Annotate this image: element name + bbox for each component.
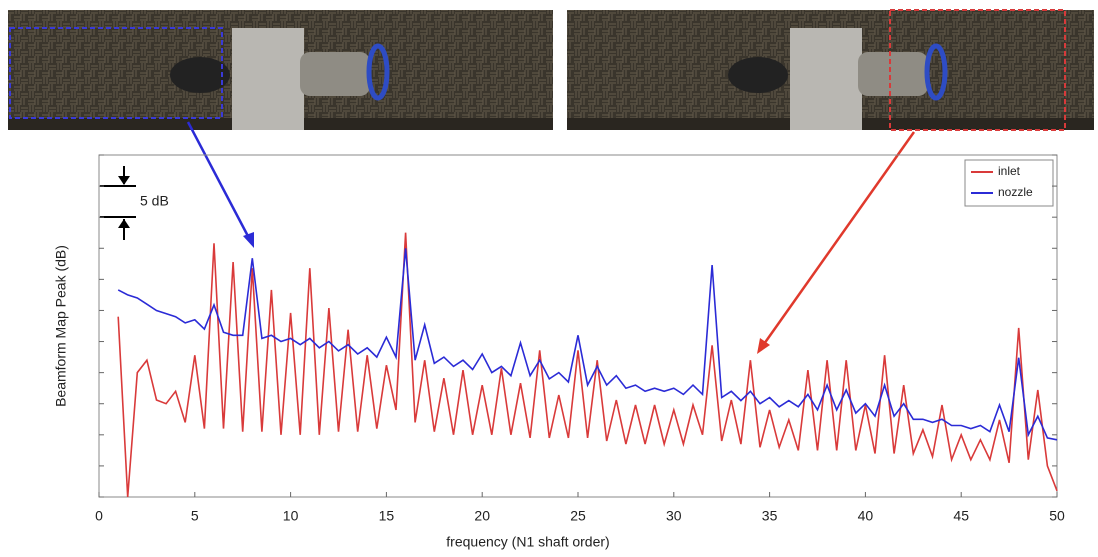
legend-label: nozzle bbox=[998, 185, 1033, 199]
x-tick-label: 10 bbox=[283, 508, 299, 524]
line-series bbox=[117, 248, 1058, 441]
x-tick-label: 25 bbox=[570, 508, 586, 524]
legend-label: inlet bbox=[998, 164, 1021, 178]
plot-frame bbox=[98, 154, 1058, 498]
x-tick-label: 0 bbox=[95, 508, 103, 524]
x-tick-label: 30 bbox=[666, 508, 682, 524]
scale-label: 5 dB bbox=[140, 193, 169, 209]
x-tick-label: 15 bbox=[379, 508, 395, 524]
scale-bar: 5 dB bbox=[100, 166, 169, 240]
x-tick-label: 35 bbox=[762, 508, 778, 524]
x-tick-label: 50 bbox=[1049, 508, 1065, 524]
x-tick-label: 5 bbox=[191, 508, 199, 524]
legend: inlet nozzle bbox=[964, 159, 1054, 207]
legend-box bbox=[964, 159, 1054, 207]
y-axis-label: Beamform Map Peak (dB) bbox=[53, 245, 69, 407]
x-tick-label: 20 bbox=[474, 508, 490, 524]
x-tick-label: 45 bbox=[953, 508, 969, 524]
photo-left bbox=[8, 10, 553, 130]
x-tick-label: 40 bbox=[858, 508, 874, 524]
callout-arrows bbox=[186, 121, 916, 354]
x-axis-label: frequency (N1 shaft order) bbox=[446, 534, 609, 550]
line-series bbox=[117, 232, 1058, 498]
photo-right bbox=[567, 9, 1094, 131]
